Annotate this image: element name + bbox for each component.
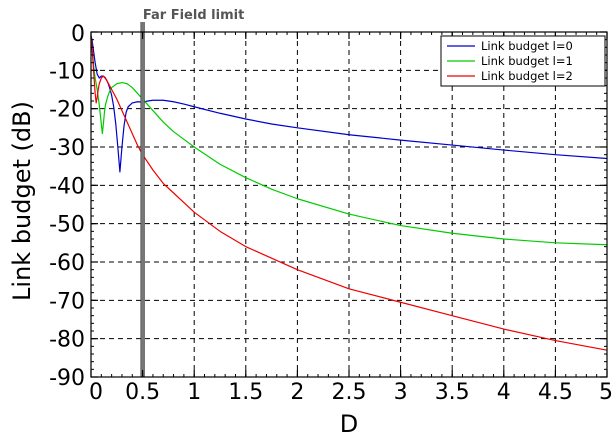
x-tick-label: 1.5 [228,380,263,405]
axes: 0 0.5 1 1.5 2 2.5 3 3.5 4 4.5 5 0 -10 -20 -30 -40 -50 -60… [49,22,613,405]
y-tick-label: -60 [49,251,85,276]
x-tick-label: 2.5 [332,380,367,405]
y-tick-label: -90 [49,366,85,391]
y-tick-label: -70 [49,289,85,314]
x-axis-label: D [340,410,358,436]
x-tick-label: 5 [599,380,613,405]
series-group [90,35,608,351]
x-tick-label: 4.5 [538,380,573,405]
series-line-l0 [90,35,608,173]
x-tick-label: 2 [290,380,304,405]
far-field-limit-band [141,22,145,377]
annotation-group: Far Field limit [140,8,244,377]
x-tick-label: 4 [497,380,511,405]
x-tick-label: 0 [89,380,103,405]
x-tick-label: 1 [187,380,201,405]
y-tick-label: -10 [49,59,85,84]
y-tick-label: -50 [49,213,85,238]
legend-label-l0: Link budget l=0 [481,39,573,53]
y-tick-label: -80 [49,328,85,353]
legend-label-l1: Link budget l=1 [481,54,573,68]
y-tick-label: 0 [71,22,85,47]
x-tick-label: 0.5 [125,380,160,405]
y-tick-label: -20 [49,98,85,123]
series-line-l2 [90,35,608,351]
y-axis-label: Link budget (dB) [8,101,36,301]
x-tick-label: 3 [394,380,408,405]
grid [91,32,607,377]
y-tick-label: -30 [49,136,85,161]
x-tick-label: 3.5 [435,380,470,405]
far-field-limit-label: Far Field limit [143,8,244,23]
legend-label-l2: Link budget l=2 [481,69,573,83]
series-line-l1 [90,35,608,246]
y-tick-label: -40 [49,174,85,199]
